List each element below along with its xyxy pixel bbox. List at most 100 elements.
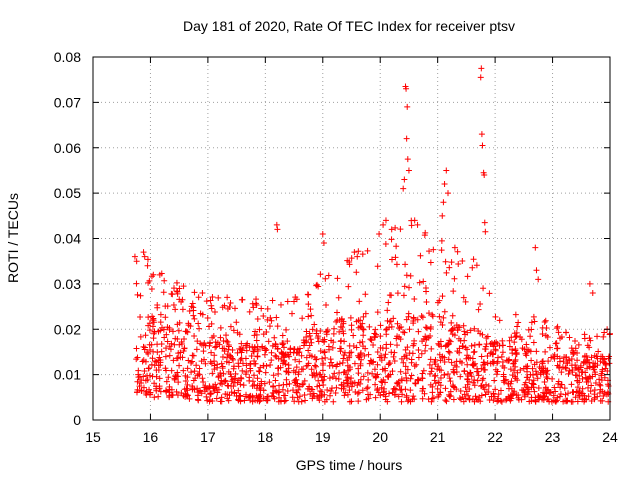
data-point — [301, 377, 308, 384]
data-point — [392, 224, 399, 231]
data-point — [238, 296, 245, 303]
data-point — [400, 292, 407, 299]
data-point — [587, 388, 594, 395]
data-point — [419, 395, 426, 402]
data-point — [372, 331, 379, 338]
data-point — [217, 324, 224, 331]
data-point — [301, 391, 308, 398]
data-point — [306, 342, 313, 349]
data-point — [453, 358, 460, 365]
y-tick-label: 0.03 — [54, 276, 81, 292]
data-point — [400, 185, 407, 192]
data-point — [320, 240, 327, 247]
data-point — [419, 375, 426, 382]
data-point — [462, 298, 469, 305]
data-point — [601, 329, 608, 336]
data-point — [327, 387, 334, 394]
data-point — [432, 372, 439, 379]
data-point — [371, 366, 378, 373]
data-point — [158, 324, 165, 331]
data-point — [360, 332, 367, 339]
data-point — [321, 391, 328, 398]
data-point — [208, 305, 215, 312]
data-point — [374, 309, 381, 316]
data-point — [298, 398, 305, 405]
data-point — [579, 368, 586, 375]
data-point — [403, 352, 410, 359]
data-point — [404, 344, 411, 351]
data-point — [355, 389, 362, 396]
data-point — [140, 249, 147, 256]
data-point — [319, 377, 326, 384]
data-point — [562, 364, 569, 371]
data-point — [194, 385, 201, 392]
data-point — [353, 269, 360, 276]
data-point — [526, 398, 533, 405]
data-point — [215, 386, 222, 393]
data-point — [299, 315, 306, 322]
data-point — [600, 393, 607, 400]
data-point — [267, 314, 274, 321]
data-point — [374, 371, 381, 378]
data-point — [175, 379, 182, 386]
data-point — [368, 337, 375, 344]
data-point — [439, 322, 446, 329]
data-point — [584, 342, 591, 349]
data-point — [280, 381, 287, 388]
data-point — [404, 366, 411, 373]
data-point — [599, 368, 606, 375]
data-point — [307, 336, 314, 343]
data-point — [402, 370, 409, 377]
data-point — [383, 325, 390, 332]
data-point — [397, 226, 404, 233]
y-tick-label: 0.04 — [54, 231, 81, 247]
y-tick-label: 0.07 — [54, 94, 81, 110]
data-point — [333, 384, 340, 391]
data-point — [269, 297, 276, 304]
data-point — [333, 375, 340, 382]
data-point — [495, 391, 502, 398]
data-point — [459, 257, 466, 264]
data-point — [506, 357, 513, 364]
data-point — [346, 387, 353, 394]
data-point — [260, 313, 267, 320]
data-point — [355, 248, 362, 255]
data-point — [428, 398, 435, 405]
data-point — [386, 390, 393, 397]
data-point — [466, 385, 473, 392]
data-point — [415, 347, 422, 354]
data-point — [283, 326, 290, 333]
data-point — [341, 338, 348, 345]
data-point — [209, 334, 216, 341]
data-point — [254, 353, 261, 360]
data-point — [418, 312, 425, 319]
data-point — [357, 317, 364, 324]
data-point — [398, 355, 405, 362]
data-point — [446, 264, 453, 271]
data-point — [541, 378, 548, 385]
y-axis-label: ROTI / TECUs — [5, 193, 21, 283]
data-point — [589, 289, 596, 296]
data-point — [200, 379, 207, 386]
data-point — [379, 345, 386, 352]
data-point — [414, 316, 421, 323]
data-point — [394, 320, 401, 327]
data-point — [180, 367, 187, 374]
data-point — [296, 383, 303, 390]
data-point — [364, 247, 371, 254]
data-point — [186, 307, 193, 314]
data-point — [341, 392, 348, 399]
data-point — [406, 326, 413, 333]
data-point — [454, 327, 461, 334]
data-point — [292, 376, 299, 383]
data-point — [388, 236, 395, 243]
data-point — [344, 374, 351, 381]
data-point — [465, 372, 472, 379]
data-point — [142, 332, 149, 339]
data-point — [359, 338, 366, 345]
data-point — [402, 261, 409, 268]
data-point — [233, 392, 240, 399]
data-point — [230, 327, 237, 334]
data-point — [273, 221, 280, 228]
data-point — [377, 333, 384, 340]
